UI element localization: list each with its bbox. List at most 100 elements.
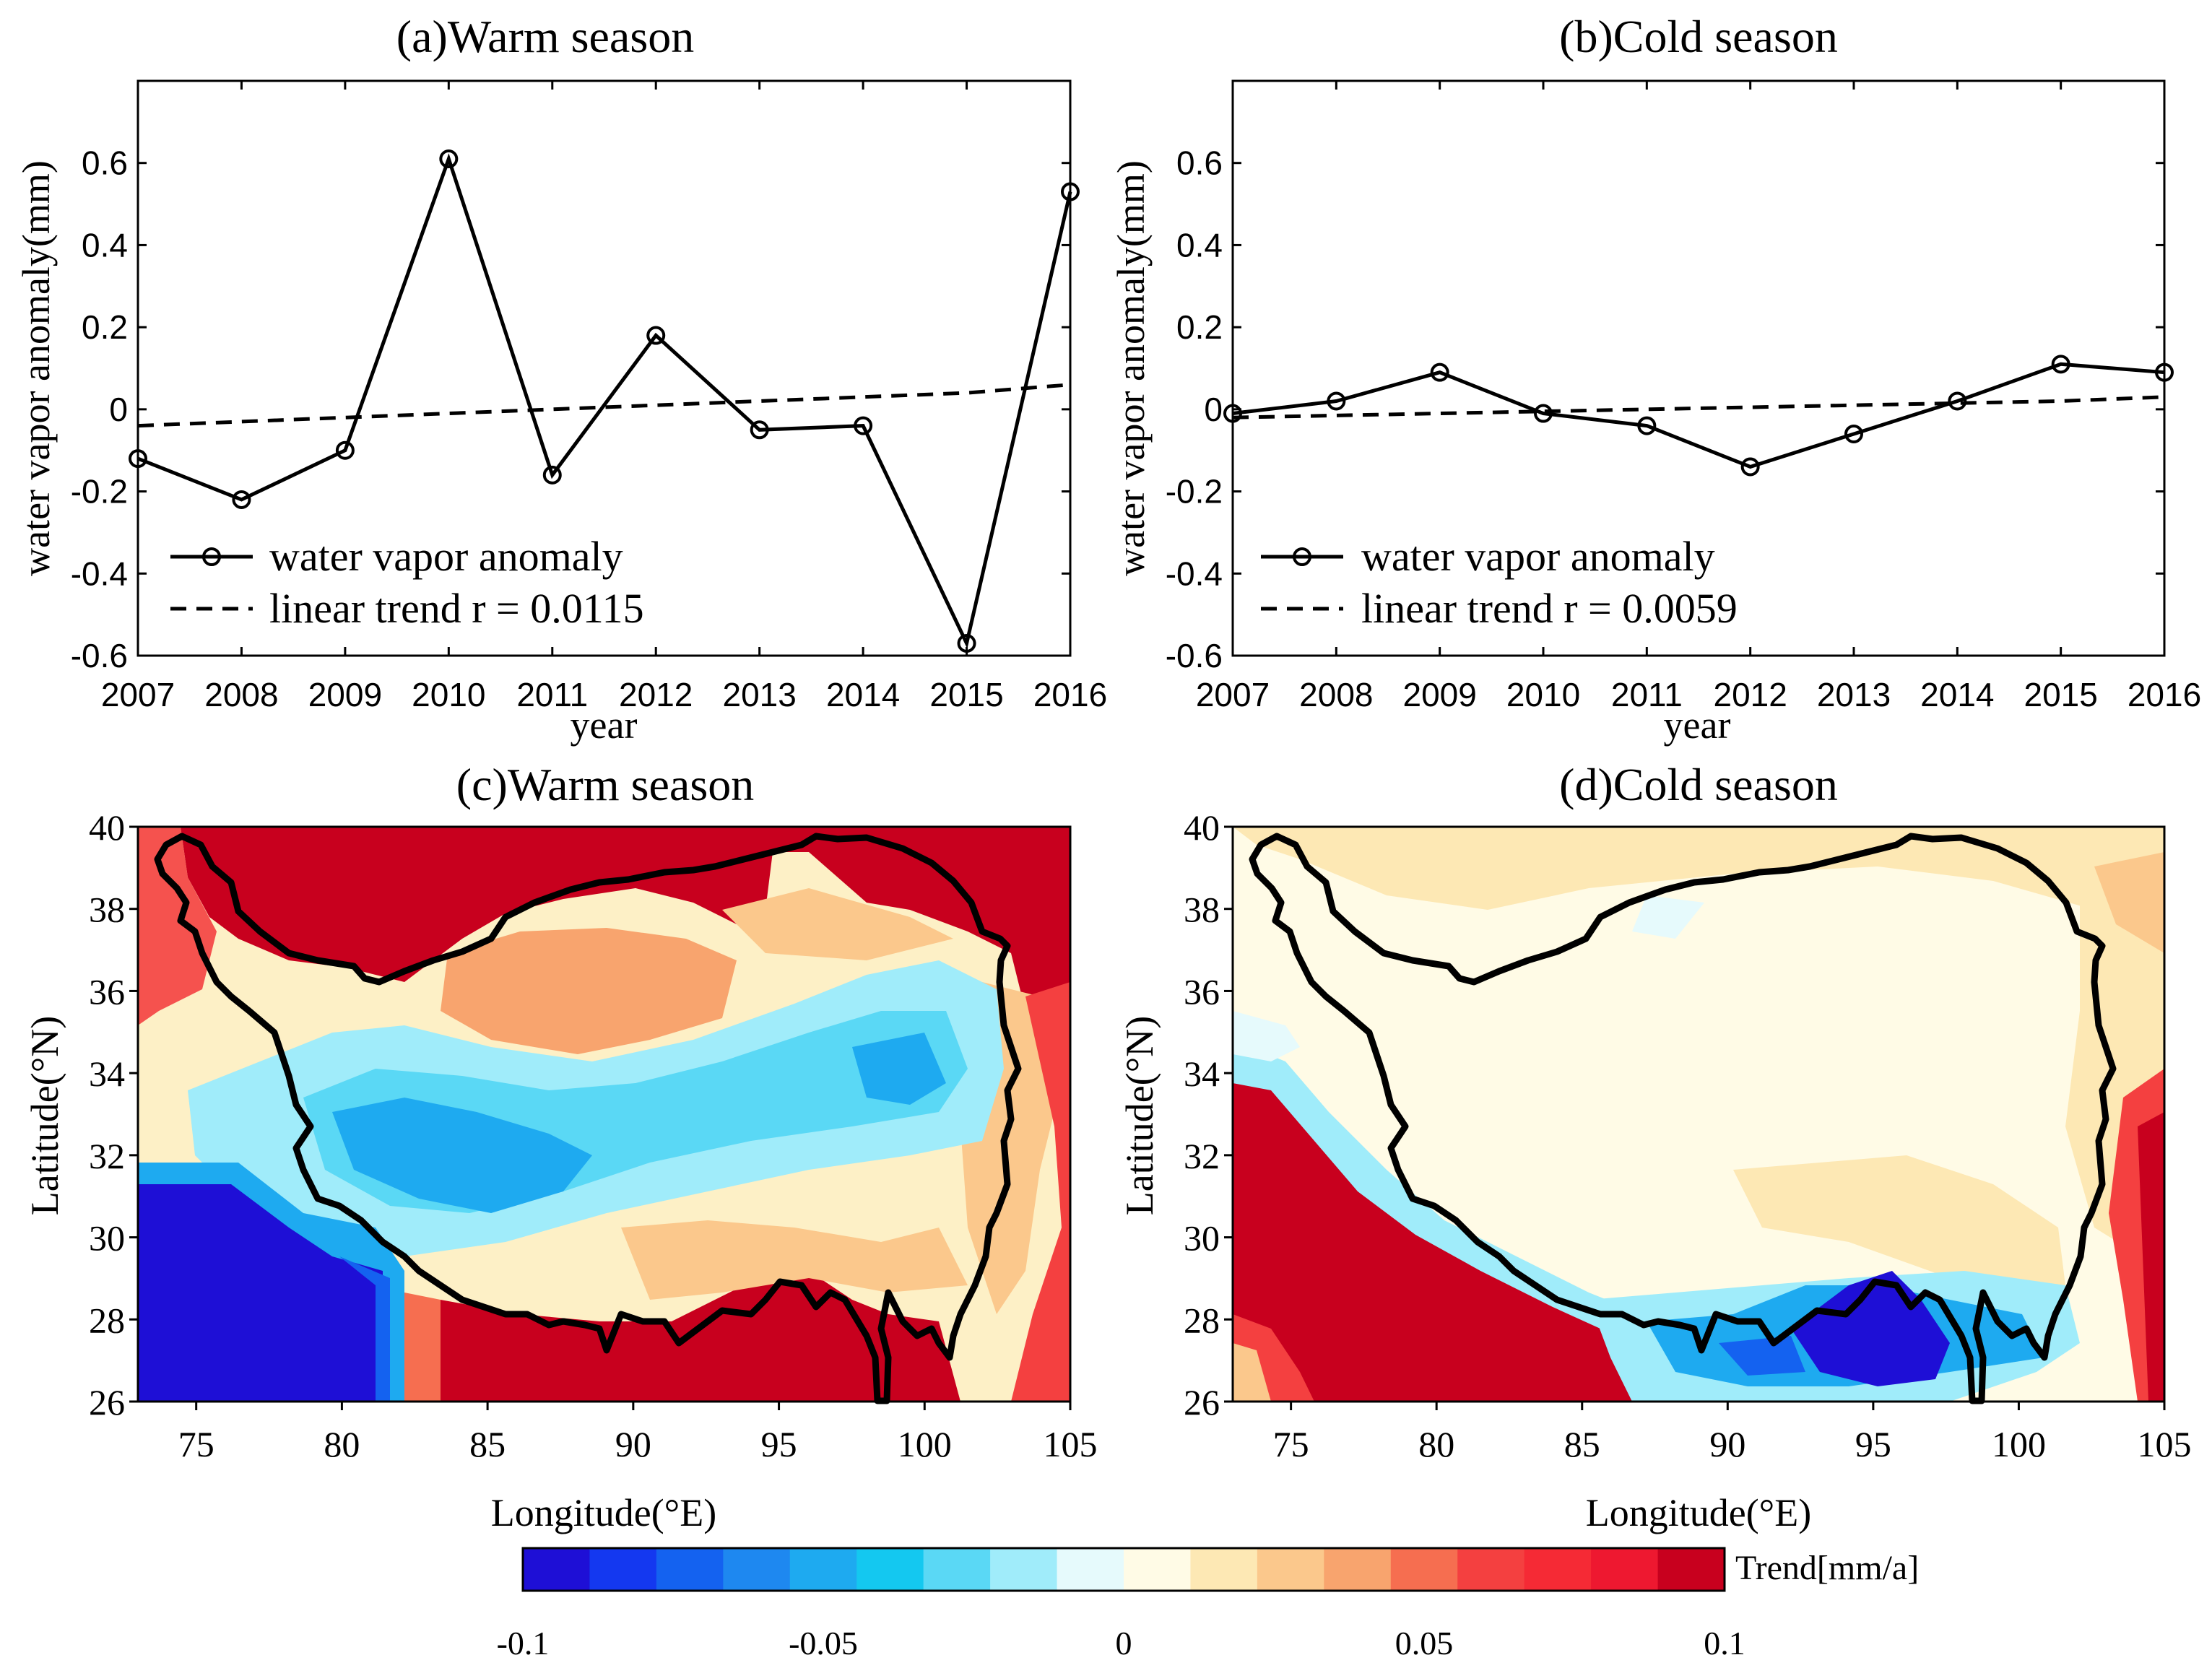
- panel-b-xtick-label: 2007: [1196, 676, 1270, 713]
- colorbar-cell: [990, 1548, 1058, 1591]
- panel-c-south-orange-region: [404, 1293, 441, 1402]
- panel-a-xtick-label: 2014: [826, 676, 900, 713]
- panel-d-west-light-cool-region: [1233, 1011, 1300, 1061]
- colorbar-cell: [1057, 1548, 1124, 1591]
- panel-a-xtick-label: 2016: [1033, 676, 1107, 713]
- panel-b-xtick-label: 2013: [1817, 676, 1891, 713]
- panel-b-series: [1223, 355, 2174, 477]
- panel-b-xtick-label: 2014: [1920, 676, 1994, 713]
- panel-b-ytick-label: -0.2: [1166, 473, 1223, 511]
- panel-d-east-warm-patch: [2094, 852, 2164, 953]
- colorbar-cell: [589, 1548, 657, 1591]
- colorbar-tick-label: 0: [1116, 1625, 1132, 1655]
- panel-b-xtick-label: 2010: [1506, 676, 1580, 713]
- panel-a-xtick-label: 2007: [101, 676, 175, 713]
- panel-c-north-orange-region: [722, 888, 953, 960]
- colorbar-cell: [1390, 1548, 1458, 1591]
- panel-a-ytick-label: -0.2: [71, 473, 128, 511]
- panel-c-ytick-label: 36: [89, 971, 125, 1012]
- panel-d-south-light-warm-region: [1733, 1155, 2065, 1285]
- panel-d-southwest-warm-region: [1233, 1083, 1675, 1402]
- panel-c-xtick-label: 100: [898, 1424, 952, 1464]
- panel-d: (d)Cold season 75 80 85 90 95 100 105 26 28 30 32 3…: [1118, 759, 2192, 1534]
- panel-a-anomaly-line: [137, 153, 1072, 649]
- panel-b-anomaly-point: [1844, 424, 1863, 443]
- panel-c-xtick-label: 80: [324, 1424, 360, 1464]
- panel-d-east-edge-dark-warm-region: [2138, 1112, 2164, 1402]
- panel-a-ytick-label: 0: [109, 391, 128, 428]
- colorbar-cell: [1324, 1548, 1392, 1591]
- colorbar-cell: [1657, 1548, 1725, 1591]
- panel-c-ticks: 75 80 85 90 95 100 105 26 28 30 32 34 36 38 40: [89, 807, 1098, 1464]
- colorbar-cell: [1124, 1548, 1192, 1591]
- panel-c-title: (c)Warm season: [456, 759, 754, 810]
- panel-c-ytick-label: 32: [89, 1136, 125, 1176]
- panel-c-ylabel-main: Latitude(°N): [23, 1016, 66, 1216]
- panel-d-ytick-label: 34: [1184, 1054, 1220, 1094]
- panel-c-xtick-label: 95: [761, 1424, 797, 1464]
- colorbar-tick-label: -0.05: [789, 1625, 858, 1655]
- panel-a-title: (a)Warm season: [396, 11, 694, 62]
- panel-d-xtick-label: 90: [1709, 1424, 1745, 1464]
- panel-d-xtick-label: 80: [1418, 1424, 1454, 1464]
- colorbar-cell: [856, 1548, 924, 1591]
- colorbar-cell: [1190, 1548, 1258, 1591]
- panel-a-ytick-label: 0.6: [82, 144, 128, 182]
- panel-c-trend-map: [138, 827, 1070, 1402]
- panel-a-anomaly-point: [335, 440, 355, 460]
- colorbar-label: Trend[mm/a]: [1735, 1549, 1919, 1587]
- panel-d-ticks: 75 80 85 90 95 100 105 26 28 30 32 34 36 38 40: [1184, 807, 2192, 1464]
- panel-d-ytick-label: 32: [1184, 1136, 1220, 1176]
- panel-c-south-warm-region: [441, 1271, 960, 1402]
- panel-d-map-frame: [1231, 825, 2166, 1403]
- panel-a-anomaly-point: [1061, 182, 1080, 201]
- panel-a-xlabel: year: [571, 703, 638, 747]
- panel-b-ytick-label: 0.6: [1176, 144, 1223, 182]
- panel-a-anomaly-point: [129, 449, 147, 469]
- panel-b-anomaly-point: [1948, 391, 1967, 411]
- panel-b-title: (b)Cold season: [1559, 11, 1838, 62]
- panel-c-blue-core-west: [332, 1098, 592, 1213]
- colorbar-cell: [656, 1548, 724, 1591]
- panel-b-anomaly-point: [1637, 416, 1657, 435]
- panel-d-xlabel: Longitude(°E): [1586, 1491, 1812, 1534]
- panel-c-xtick-label: 105: [1044, 1424, 1098, 1464]
- panel-b-legend-label-2: linear trend r = 0.0059: [1361, 585, 1738, 632]
- panel-d-southwest-light-patch: [1233, 1343, 1271, 1402]
- panel-b-anomaly-point: [2051, 355, 2070, 374]
- colorbar: Trend[mm/a] -0.1 -0.05 0 0.05 0.1: [497, 1547, 1919, 1655]
- panel-b-ytick-label: 0: [1204, 391, 1223, 428]
- colorbar-cell: [723, 1548, 791, 1591]
- panel-b-ytick-label: 0.2: [1176, 308, 1223, 346]
- panel-a-anomaly-point: [439, 149, 459, 169]
- panel-b-plot-box: [1231, 79, 2166, 657]
- panel-c-ytick-label: 38: [89, 890, 125, 930]
- panel-b-xtick-label: 2008: [1299, 676, 1373, 713]
- panel-b-anomaly-point: [2155, 362, 2174, 382]
- colorbar-tick-label: -0.1: [497, 1625, 550, 1655]
- panel-c-central-orange-region: [441, 928, 737, 1054]
- colorbar-tick-label: 0.05: [1395, 1625, 1454, 1655]
- panel-b-anomaly-point: [1430, 362, 1449, 382]
- panel-c-xtick-label: 75: [178, 1424, 214, 1464]
- panel-b-anomaly-point: [1327, 391, 1346, 411]
- panel-d-ytick-label: 30: [1184, 1218, 1220, 1259]
- panel-a-anomaly-point: [232, 490, 251, 509]
- panel-a-legend-marker: [202, 547, 221, 566]
- panel-b-xlabel: year: [1664, 703, 1731, 747]
- panel-b-ytick-label: -0.6: [1166, 637, 1223, 674]
- panel-d-north-light-warm-region: [1233, 827, 2164, 939]
- panel-d-ytick-label: 36: [1184, 971, 1220, 1012]
- panel-b-ylabel: water vapor anomaly(mm): [1109, 160, 1153, 576]
- panel-a-legend-label-2: linear trend r = 0.0115: [269, 585, 644, 632]
- panel-a-anomaly-point: [957, 633, 976, 653]
- panel-c: (c)Warm season: [23, 759, 1098, 1534]
- panel-d-ytick-label: 26: [1184, 1382, 1220, 1422]
- panel-b: (b)Cold season 2007 2008 2009 2010 2011 2012 2…: [1109, 11, 2201, 747]
- panel-b-ytick-label: -0.4: [1166, 555, 1223, 592]
- panel-b-ticks: 2007 2008 2009 2010 2011 2012 2013 2014 2015 2016…: [1166, 81, 2201, 713]
- panel-a-xtick-label: 2008: [204, 676, 278, 713]
- panel-a-anomaly-point: [750, 420, 769, 440]
- panel-c-ytick-label: 28: [89, 1300, 125, 1340]
- panel-c-northwest-warm-region: [138, 827, 217, 1025]
